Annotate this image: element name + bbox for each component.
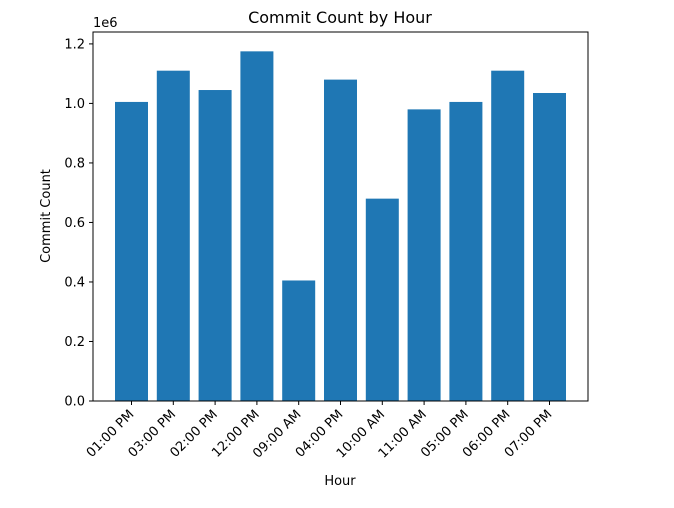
bars-layer: [115, 51, 566, 402]
y-tick-label: 0.0: [64, 395, 85, 410]
bar: [533, 93, 566, 402]
y-axis-multiplier: 1e6: [93, 16, 118, 31]
bar: [282, 280, 316, 401]
bar: [449, 101, 483, 401]
y-tick-label: 0.4: [64, 275, 85, 290]
x-axis-label: Hour: [324, 474, 356, 489]
bar: [198, 90, 232, 401]
y-tick-label: 1.2: [64, 37, 85, 52]
plot-frame: [92, 31, 589, 402]
bar: [491, 70, 525, 401]
bar: [365, 198, 399, 401]
bar: [156, 70, 190, 401]
y-tick-label: 0.8: [64, 156, 85, 171]
y-tick-label: 1.0: [64, 97, 85, 112]
bar: [324, 79, 357, 401]
y-axis-label: Commit Count: [39, 169, 54, 263]
chart-title: Commit Count by Hour: [248, 8, 432, 27]
y-tick-label: 0.2: [64, 335, 85, 350]
bar: [407, 109, 441, 401]
bar: [115, 101, 148, 401]
y-tick-label: 0.6: [64, 216, 85, 231]
bar: [240, 51, 274, 401]
